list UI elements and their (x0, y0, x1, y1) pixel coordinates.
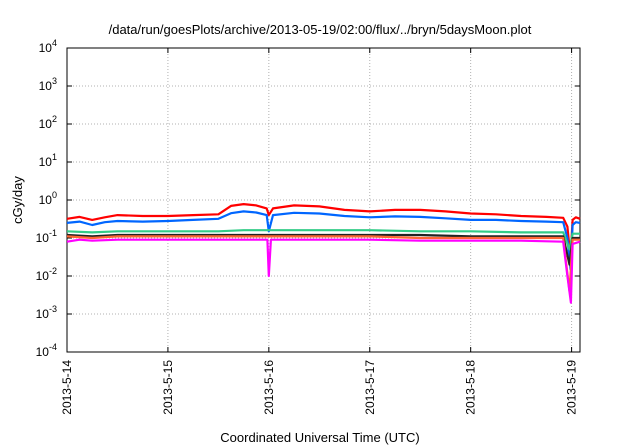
x-tick-label: 2013-5-18 (464, 360, 478, 415)
y-tick-label: 104 (39, 38, 57, 55)
y-tick-label: 100 (39, 190, 57, 207)
x-tick-label: 2013-5-15 (161, 360, 175, 415)
series-line-2 (66, 210, 581, 271)
series-line-5 (66, 235, 580, 293)
y-tick-labels: 10-4 10-3 10-2 10-1 100 101 102 103 104 (36, 38, 57, 359)
axis-ticks (66, 47, 580, 353)
x-tick-label: 2013-5-19 (565, 360, 579, 415)
y-axis-label: cGy/day (10, 176, 25, 224)
series-line-6 (66, 238, 581, 304)
x-axis-label: Coordinated Universal Time (UTC) (220, 430, 419, 445)
y-tick-label: 102 (39, 114, 57, 131)
y-tick-label: 10-4 (36, 342, 57, 359)
series-line-3 (66, 229, 580, 251)
series-line-1 (66, 203, 581, 259)
plot-frame (66, 47, 581, 353)
x-tick-labels: 2013-5-14 2013-5-15 2013-5-16 2013-5-17 2013… (60, 360, 579, 415)
x-tick-label: 2013-5-17 (363, 360, 377, 415)
grid (67, 48, 580, 352)
x-tick-label: 2013-5-16 (262, 360, 276, 415)
y-tick-label: 10-2 (36, 266, 57, 283)
y-tick-label: 10-3 (36, 304, 57, 321)
series-layer (66, 203, 581, 304)
x-tick-label: 2013-5-14 (60, 360, 74, 415)
y-tick-label: 103 (39, 76, 57, 93)
y-tick-label: 10-1 (36, 228, 57, 245)
y-tick-label: 101 (39, 152, 57, 169)
series-line-4 (66, 233, 580, 266)
chart-title: /data/run/goesPlots/archive/2013-05-19/0… (108, 22, 532, 37)
